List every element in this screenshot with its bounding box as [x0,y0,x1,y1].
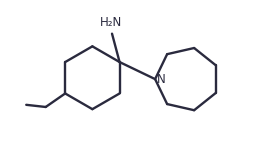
Text: H₂N: H₂N [99,16,122,29]
Text: N: N [157,73,166,86]
